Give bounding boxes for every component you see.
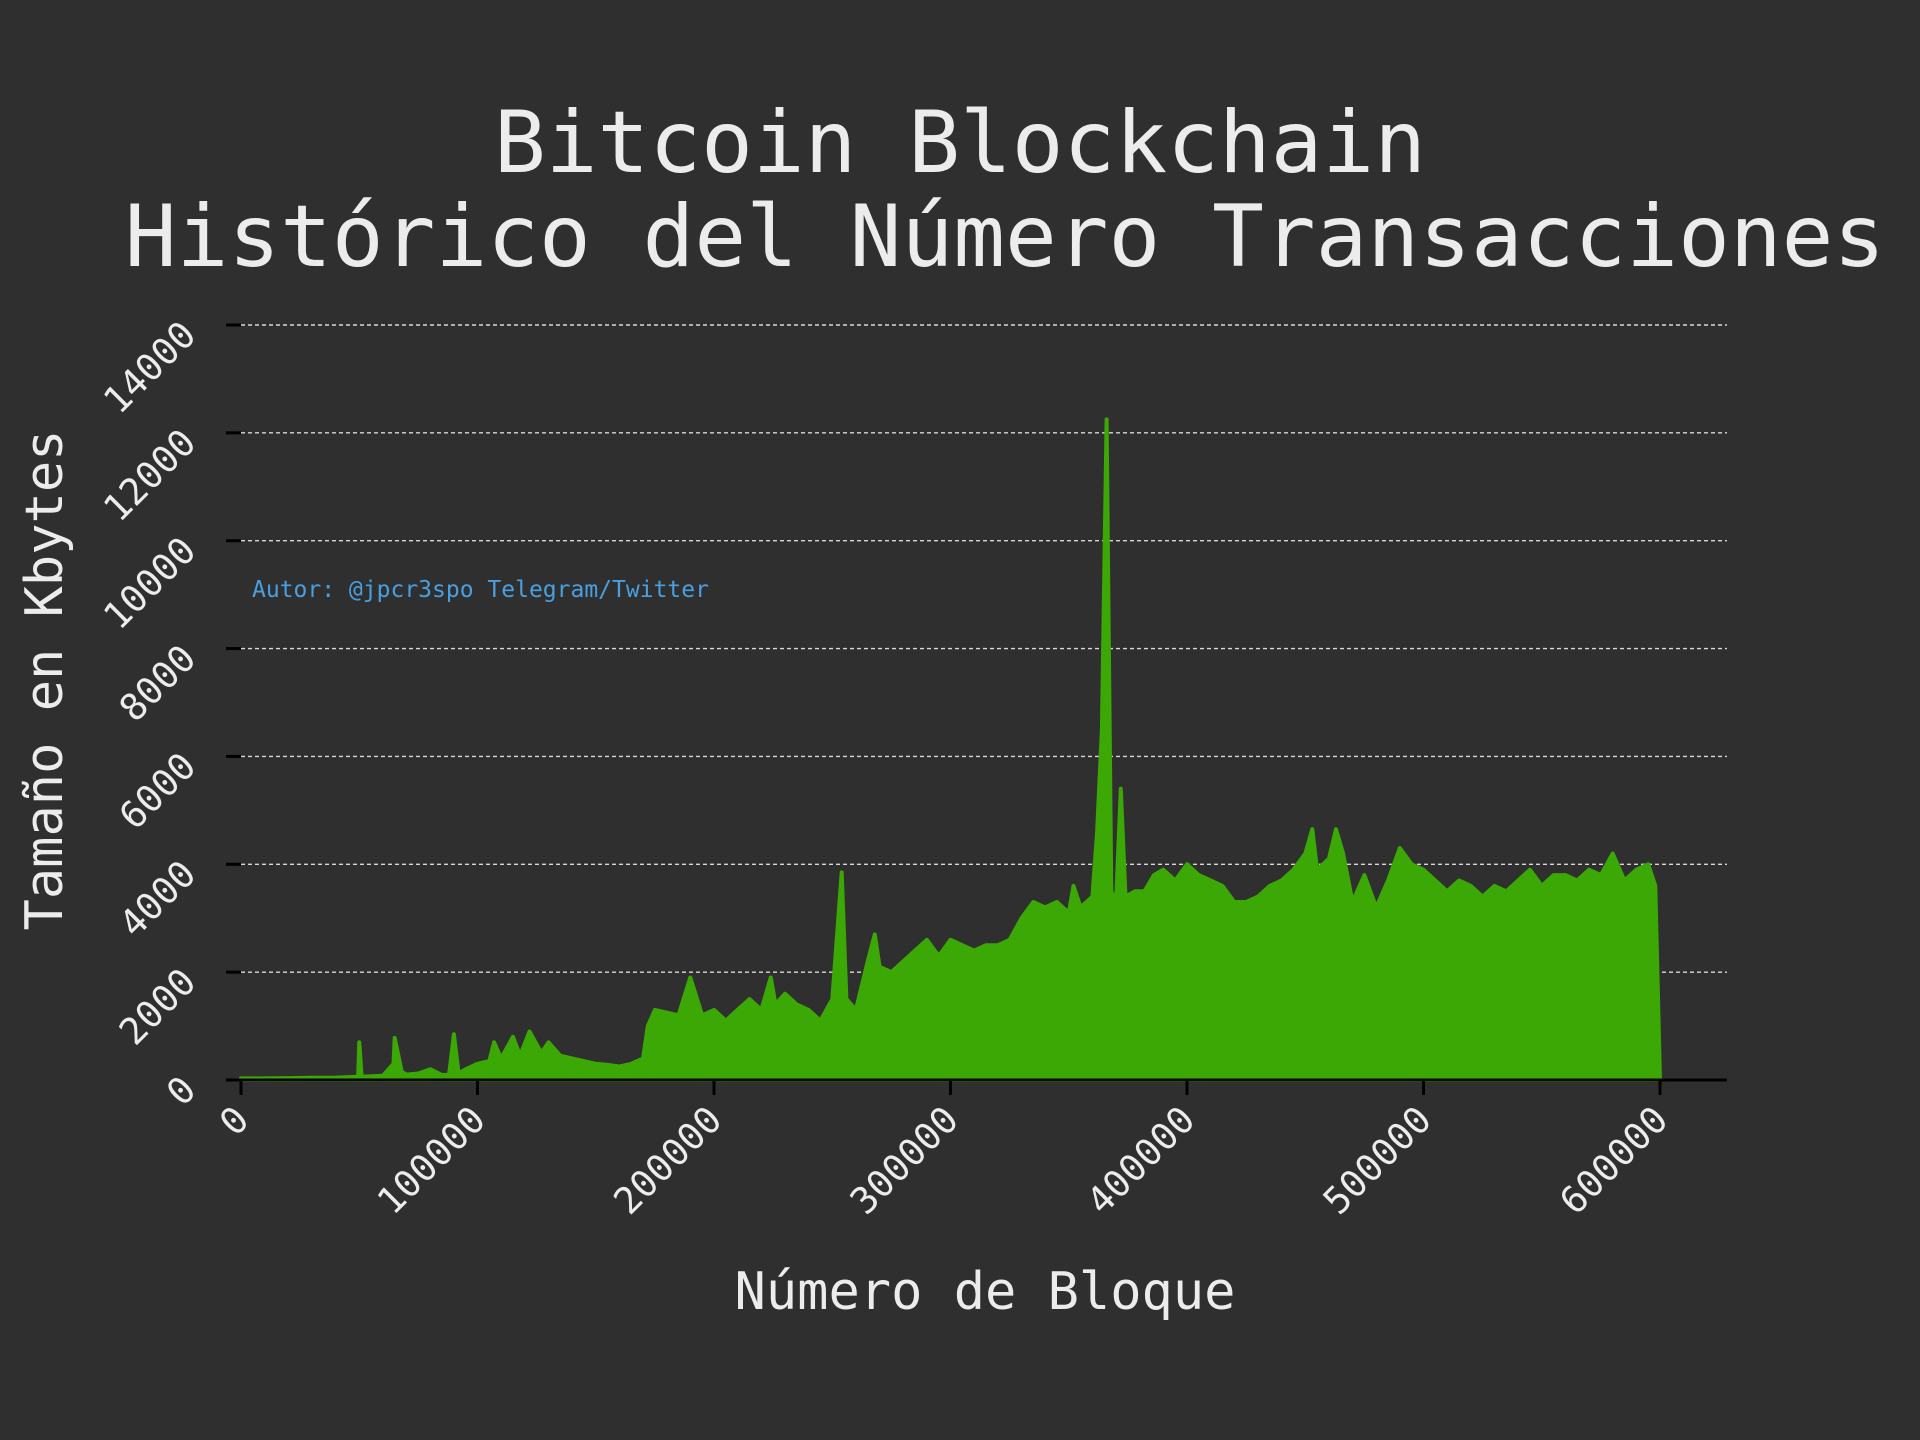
axes xyxy=(226,323,1727,1095)
author-annotation: Autor: @jpcr3spo Telegram/Twitter xyxy=(252,577,709,603)
x-tick-label-200000: 200000 xyxy=(605,1098,730,1223)
series-area xyxy=(239,417,1662,1082)
y-tick-label-14000: 14000 xyxy=(95,313,204,422)
x-tick-label-100000: 100000 xyxy=(369,1098,494,1223)
grid xyxy=(241,324,1727,973)
y-tick-label-0: 0 xyxy=(158,1068,204,1114)
chart-title-line-2: Histórico del Número Transacciones xyxy=(125,187,1885,287)
y-tick-label-10000: 10000 xyxy=(95,529,204,638)
x-tick-label-0: 0 xyxy=(211,1098,257,1144)
y-tick-label-12000: 12000 xyxy=(95,421,204,530)
y-tick-label-4000: 4000 xyxy=(111,852,204,945)
x-tick-label-600000: 600000 xyxy=(1551,1098,1676,1223)
x-axis-label: Número de Bloque xyxy=(735,1262,1236,1322)
series-area-path xyxy=(239,417,1662,1082)
y-axis-label: Tamaño en Kbytes xyxy=(15,430,75,931)
chart-title-line-1: Bitcoin Blockchain xyxy=(494,93,1426,193)
x-tick-label-300000: 300000 xyxy=(842,1098,967,1223)
y-tick-label-2000: 2000 xyxy=(111,960,204,1053)
y-tick-label-6000: 6000 xyxy=(111,744,204,837)
x-tick-labels: 0 100000 200000 300000 400000 500000 600000 xyxy=(211,1098,1676,1223)
x-tick-label-500000: 500000 xyxy=(1315,1098,1440,1223)
y-tick-label-8000: 8000 xyxy=(111,637,204,730)
x-tick-label-400000: 400000 xyxy=(1078,1098,1203,1223)
